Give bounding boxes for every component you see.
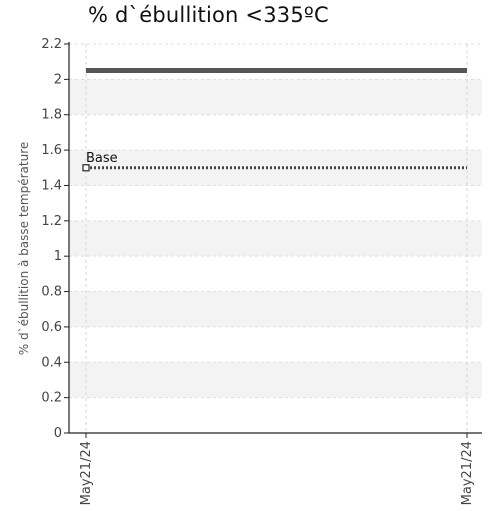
y-tick-label: 1.2 (41, 214, 62, 229)
axes-group (64, 42, 482, 438)
y-tick-label: 0.2 (41, 391, 62, 406)
annotation-label: Base (86, 151, 118, 166)
labels-group: Base 0 0.2 0.4 0.6 0.8 1 1.2 1.4 1.6 1.8 2 2.2 May21/… (17, 37, 475, 505)
y-tick-label: 1.4 (41, 178, 62, 193)
y-tick-label: 1.8 (41, 108, 62, 123)
grid-lines (69, 43, 482, 433)
x-tick-label: May21/24 (79, 441, 94, 505)
y-tick-label: 1.6 (41, 143, 62, 158)
grid-band (69, 220, 482, 257)
y-tick-label: 2.2 (41, 37, 62, 52)
annotation-marker (82, 164, 90, 172)
y-tick-label: 2 (54, 72, 62, 87)
y-tick-label: 1 (54, 249, 62, 264)
grid-band (69, 79, 482, 115)
y-tick-label: 0.4 (41, 355, 62, 370)
grid-band (69, 362, 482, 398)
grid-bands (69, 79, 482, 398)
x-tick-label: May21/24 (460, 441, 475, 505)
chart-title: % d`ébullition <335ºC (88, 3, 329, 27)
y-axis-title: % d`ébullition à basse température (17, 142, 31, 356)
grid-band (69, 291, 482, 327)
y-tick-label: 0.6 (41, 320, 62, 335)
series-group (86, 68, 467, 170)
y-tick-label: 0 (54, 426, 62, 441)
y-tick-label: 0.8 (41, 285, 62, 300)
